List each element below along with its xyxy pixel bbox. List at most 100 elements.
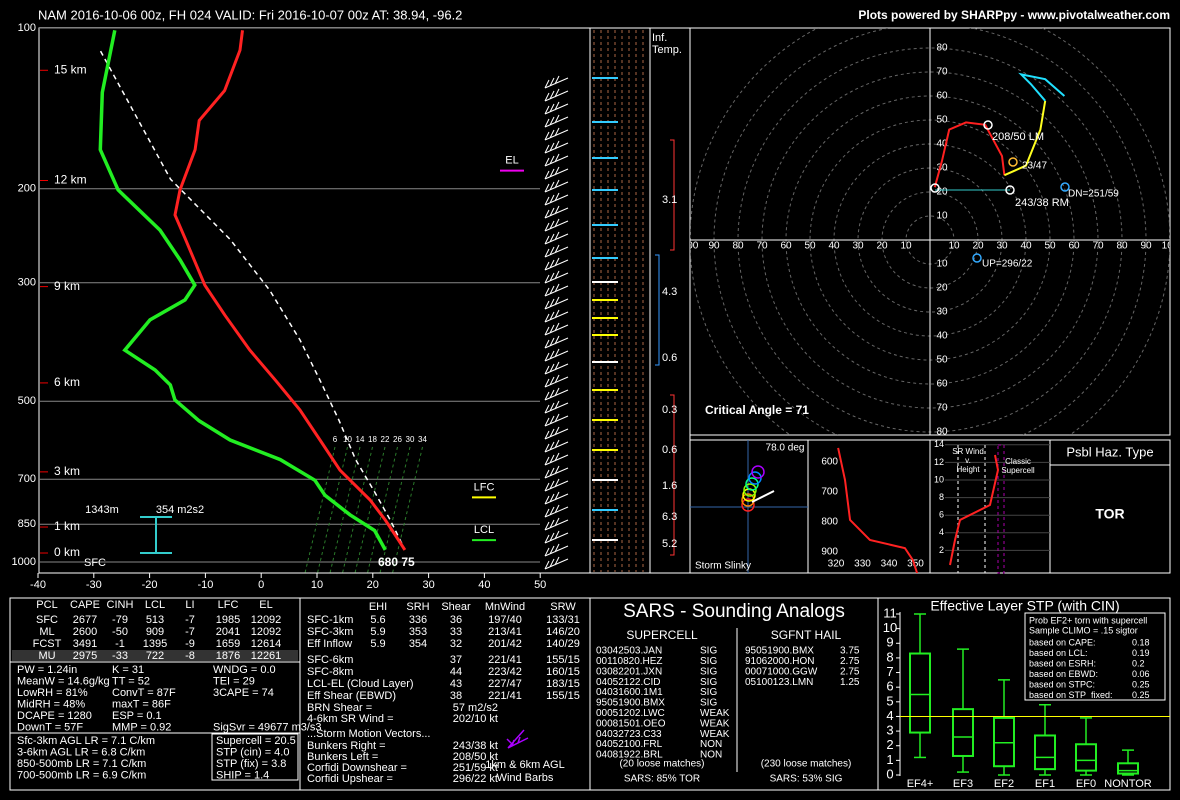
thermo-cell: 909	[146, 626, 164, 638]
height-label: 15 km	[54, 62, 87, 76]
sars-class: WEAK	[700, 708, 730, 719]
motion-marker	[930, 183, 940, 193]
kin-param: 4-6km SR Wind =	[307, 713, 394, 725]
barbs-label: 1km & 6km AGL	[485, 759, 564, 771]
thermo-cell: -7	[185, 626, 195, 638]
prob-label: based on EBWD:	[1029, 669, 1098, 679]
theta-plabel: 900	[821, 547, 838, 558]
thermo-header: CAPE	[70, 599, 100, 611]
thermo-cell: 12092	[251, 614, 282, 626]
kin-cell: 227/47	[488, 678, 522, 690]
temp-label: 40	[478, 579, 490, 591]
wind-barb	[544, 426, 569, 440]
prob-label: based on CAPE:	[1029, 637, 1096, 647]
stp-category: EF2	[994, 778, 1014, 790]
inferred-label: 3.1	[662, 194, 677, 206]
sars-class: SIG	[700, 677, 717, 688]
temp-label: 10	[311, 579, 323, 591]
inflow-srh: 354 m2s2	[156, 504, 204, 516]
sr-title: v.	[965, 456, 971, 465]
hodo-vlabel: 40	[936, 139, 948, 150]
kin-cell: 183/15	[546, 678, 580, 690]
wind-barb	[544, 556, 569, 570]
kin-row-name: SFC-8km	[307, 666, 353, 678]
height-label: 3 km	[54, 464, 80, 478]
sars-match: 00051202.LWC	[596, 708, 665, 719]
mixing-label: 26	[393, 435, 402, 444]
hail-size: 3.75	[840, 646, 860, 657]
kin-cell: 213/41	[488, 626, 522, 638]
sars-match: 04031600.1M1	[596, 687, 663, 698]
sars-loose: (230 loose matches)	[761, 759, 852, 770]
sr-hlabel: 14	[934, 439, 944, 449]
composite-box	[211, 733, 299, 781]
kin-cell: 353	[409, 626, 427, 638]
wind-barb	[544, 127, 569, 141]
index: PW = 1.24in	[17, 664, 77, 676]
prob-box	[1024, 612, 1166, 701]
kin-cell: 140/29	[546, 638, 580, 650]
hodo-vlabel: 70	[936, 67, 948, 78]
kin-param-value: 202/10 kt	[453, 713, 498, 725]
temp-label: 20	[367, 579, 379, 591]
wind-barb	[544, 374, 569, 388]
hodo-trace	[1003, 100, 1047, 177]
inferred-label: 0.3	[662, 404, 677, 416]
wind-barb	[544, 101, 569, 115]
thermo-cell: -8	[185, 650, 195, 662]
thermo-header: LI	[185, 599, 194, 611]
bracket	[670, 139, 675, 556]
kin-cell: 354	[409, 638, 427, 650]
thermo-cell: -7	[185, 614, 195, 626]
wind-barb	[544, 530, 569, 544]
bracket	[655, 254, 660, 366]
mixing-label: 14	[356, 435, 365, 444]
prob-value: 0.19	[1132, 648, 1150, 658]
wind-barb	[544, 218, 569, 232]
composite: STP (cin) = 4.0	[216, 746, 289, 758]
index: TT = 52	[112, 675, 150, 687]
inferred-label: 0.6	[662, 444, 677, 456]
title: NAM 2016-10-06 00z, FH 024 VALID: Fri 20…	[38, 7, 462, 22]
wind-barb	[544, 114, 569, 128]
kin-cell: 37	[450, 654, 462, 666]
composite: SHIP = 1.4	[216, 769, 269, 781]
slinky-vector	[751, 490, 775, 503]
inferred-title: Temp.	[652, 44, 682, 56]
pressure-label: 500	[18, 395, 36, 407]
hazard-type: TOR	[1095, 506, 1124, 522]
kin-cell: 146/20	[546, 626, 580, 638]
hodo-vlabel: 50	[936, 115, 948, 126]
sr-hlabel: 4	[939, 527, 944, 537]
hail-match: 91062000.HON	[745, 656, 815, 667]
thermo-cell: 722	[146, 650, 164, 662]
hodo-ulabel: 40	[828, 241, 840, 252]
mixing-label: 6	[333, 435, 338, 444]
thermo-cell: 12261	[251, 650, 282, 662]
hodo-ulabel: 30	[852, 241, 864, 252]
hodo-ulabel: 80	[1116, 241, 1128, 252]
sars-match: 03082201.JXN	[596, 666, 662, 677]
thermo-header: CINH	[107, 599, 134, 611]
kin-row-name: SFC-6km	[307, 654, 353, 666]
thermo-cell: 2677	[73, 614, 97, 626]
kin-cell: 155/15	[546, 690, 580, 702]
motion-value: 296/22 kt	[453, 773, 498, 785]
group	[39, 28, 540, 573]
box	[909, 652, 931, 734]
wind-barb	[544, 543, 569, 557]
sr-title: SR Wind	[952, 447, 984, 456]
sars-match: 04032723.C33	[596, 729, 662, 740]
hodo-vlabel: 10	[936, 259, 948, 270]
kin-row-name: Eff Shear (EBWD)	[307, 690, 396, 702]
sars-match: 95051900.BMX	[596, 698, 665, 709]
index: MidRH = 48%	[17, 698, 85, 710]
hodo-ulabel: 80	[732, 241, 744, 252]
sfc-label: SFC	[84, 557, 106, 569]
inferred-label: 5.2	[662, 538, 677, 550]
wind-barb	[544, 348, 569, 362]
composite: Supercell = 20.5	[216, 735, 296, 747]
hodo-vlabel: 50	[936, 355, 948, 366]
dewpoint-profile	[98, 29, 387, 551]
